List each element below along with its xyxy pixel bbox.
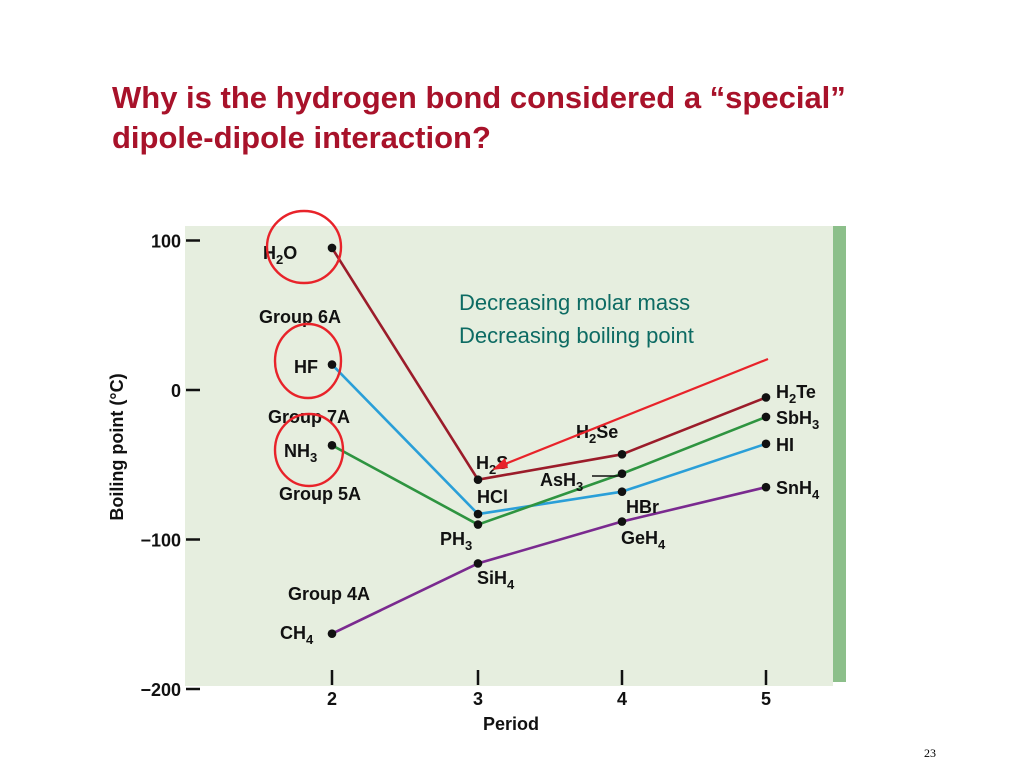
x-tick-label: 4 — [617, 689, 627, 709]
highlight-circle-nh3 — [273, 412, 345, 488]
y-tick-label: 0 — [171, 381, 181, 401]
plot-right-band — [833, 226, 846, 682]
point-label-sih4: SiH4 — [477, 568, 515, 592]
group-label-group-5a: Group 5A — [279, 484, 361, 504]
x-tick-label: 2 — [327, 689, 337, 709]
data-point — [617, 449, 627, 459]
data-point — [473, 559, 483, 568]
data-point — [761, 482, 771, 492]
slide-title-line-1: Why is the hydrogen bond considered a “s… — [112, 80, 846, 115]
data-point — [327, 243, 337, 253]
data-point — [327, 360, 337, 369]
y-tick-label: 100 — [151, 232, 181, 252]
slide-title: Why is the hydrogen bond considered a “s… — [112, 78, 972, 158]
data-point — [473, 475, 483, 485]
series-line-group-5a — [331, 415, 767, 526]
slide-number: 23 — [924, 746, 936, 760]
point-label-ch4: CH4 — [280, 623, 314, 647]
point-label-hbr: HBr — [626, 497, 659, 517]
group-label-group-7a: Group 7A — [268, 407, 350, 427]
data-point — [327, 629, 337, 638]
data-point — [761, 412, 771, 422]
x-tick-label: 3 — [473, 689, 483, 709]
point-label-nh3: NH3 — [284, 441, 317, 465]
y-tick-label: −100 — [140, 531, 181, 551]
group-label-group-4a: Group 4A — [288, 584, 370, 604]
y-axis-title: Boiling point (°C) — [107, 373, 127, 520]
annotation-boiling-point: Decreasing boiling point — [459, 323, 694, 348]
point-label-hi: HI — [776, 435, 794, 455]
highlight-circle-hf — [273, 322, 343, 400]
annotation-arrowhead — [492, 458, 508, 470]
point-label-hf: HF — [294, 357, 318, 377]
point-label-geh4: GeH4 — [621, 528, 666, 552]
highlight-circle-h2o — [265, 209, 343, 285]
annotation-arrow-line — [499, 357, 769, 468]
point-label-hcl: HCl — [477, 487, 508, 507]
point-label-ash3: AsH3 — [540, 470, 583, 494]
data-point — [617, 517, 627, 526]
point-label-snh4: SnH4 — [776, 478, 820, 502]
series-line-group-6a — [330, 247, 767, 482]
group-label-group-6a: Group 6A — [259, 307, 341, 327]
data-point — [761, 439, 771, 449]
data-point — [617, 487, 627, 496]
x-tick-label: 5 — [761, 689, 771, 709]
series-line-group-7a — [331, 363, 767, 516]
y-tick-label: −200 — [140, 680, 181, 700]
series-line-group-4a — [331, 485, 767, 635]
slide-title-line-2: dipole-dipole interaction? — [112, 120, 491, 155]
annotation-molar-mass: Decreasing molar mass — [459, 290, 690, 315]
plot-area — [185, 226, 833, 686]
data-point — [327, 441, 337, 450]
point-label-sbh3: SbH3 — [776, 408, 819, 432]
point-label-h2te: H2Te — [776, 382, 816, 406]
point-label-ph3: PH3 — [440, 529, 472, 553]
data-point — [473, 509, 483, 519]
data-point — [473, 520, 483, 529]
data-point — [761, 393, 771, 402]
x-axis-title: Period — [483, 714, 539, 734]
